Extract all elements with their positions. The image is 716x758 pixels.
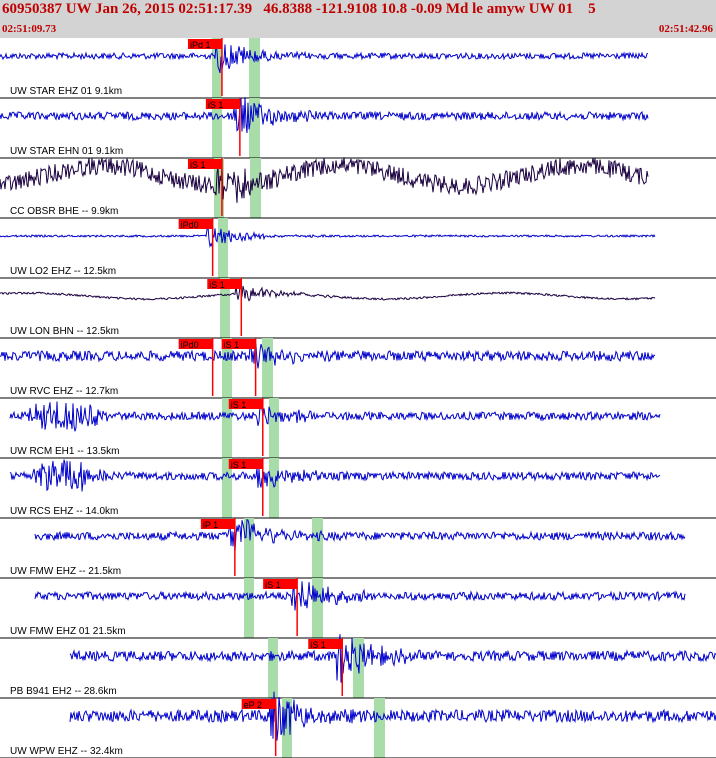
pick-window <box>250 158 261 218</box>
pick-window <box>218 218 228 278</box>
pick-window <box>269 398 279 458</box>
waveform-trace <box>0 43 649 74</box>
trace-label: UW RCS EHZ -- 14.0km <box>10 506 118 517</box>
trace-label: UW STAR EHZ 01 9.1km <box>10 86 122 97</box>
pick-window <box>244 518 254 578</box>
pick-label: iP 1 <box>203 520 218 530</box>
waveform-trace <box>0 97 649 133</box>
pick-window <box>312 578 323 638</box>
pick-window <box>220 278 230 338</box>
trace-label: UW LON BHN -- 12.5km <box>10 326 119 337</box>
pick-label: iS 1 <box>231 460 247 470</box>
pick-window <box>312 518 323 578</box>
pick-label-box <box>228 399 263 409</box>
pick-label-box <box>228 459 263 469</box>
pick-window <box>282 698 292 758</box>
pick-window <box>249 98 260 158</box>
pick-window <box>222 458 232 518</box>
waveform-trace <box>69 634 716 683</box>
pick-label: iS 1 <box>208 100 224 110</box>
waveform-trace <box>0 157 649 203</box>
pick-label: iPd0 <box>181 340 199 350</box>
trace-label: UW FMW EHZ -- 21.5km <box>10 566 121 577</box>
pick-window <box>222 398 232 458</box>
trace-label: UW RCM EH1 -- 13.5km <box>10 446 119 457</box>
pick-label-box <box>263 579 298 589</box>
pick-label-box <box>187 39 222 49</box>
trace-label: UW RVC EHZ -- 12.7km <box>10 386 118 397</box>
pick-label: iPd 1 <box>190 40 211 50</box>
pick-label: iS 1 <box>190 160 206 170</box>
trace-label: UW STAR EHN 01 9.1km <box>10 146 123 157</box>
pick-label: iPd0 <box>181 220 199 230</box>
waveform-trace <box>9 459 661 492</box>
pick-window <box>249 38 260 98</box>
pick-window <box>244 578 254 638</box>
waveform-trace <box>0 343 656 369</box>
start-time-label: 02:51:09.73 <box>2 23 57 35</box>
pick-label-box <box>178 219 213 229</box>
pick-label-box <box>241 699 276 709</box>
trace-label: UW FMW EHZ 01 21.5km <box>10 626 126 637</box>
end-time-label: 02:51:42.96 <box>658 23 713 35</box>
pick-label: iS 1 <box>231 400 247 410</box>
pick-label-box <box>178 339 213 349</box>
trace-label: UW LO2 EHZ -- 12.5km <box>10 266 116 277</box>
waveform-trace <box>9 401 661 432</box>
pick-window <box>212 98 222 158</box>
pick-label: eP 2 <box>244 700 262 710</box>
pick-label: iS 1 <box>224 340 240 350</box>
pick-window <box>269 458 279 518</box>
pick-label-box <box>207 279 242 289</box>
pick-label-box <box>187 159 222 169</box>
pick-label-box <box>200 519 235 529</box>
pick-window <box>374 698 385 758</box>
pick-window <box>212 38 222 98</box>
waveform-trace <box>0 226 656 249</box>
seismogram-panel: iPd 1 UW STAR EHZ 01 9.1km iS 1 UW STAR EHN… <box>0 38 716 758</box>
pick-window <box>268 638 278 698</box>
pick-window <box>262 338 273 398</box>
trace-label: UW WPW EHZ -- 32.4km <box>10 746 123 757</box>
pick-label: iS 1 <box>265 580 281 590</box>
waveform-trace <box>0 285 656 302</box>
pick-label: iS 1 <box>310 640 326 650</box>
waveform-trace <box>34 518 686 552</box>
pick-window <box>222 338 232 398</box>
event-title: 60950387 UW Jan 26, 2015 02:51:17.39 46.… <box>2 1 596 17</box>
pick-label-box <box>205 99 240 109</box>
waveform-trace <box>69 691 716 741</box>
trace-label: CC OBSR BHE -- 9.9km <box>10 206 118 217</box>
event-header: 60950387 UW Jan 26, 2015 02:51:17.39 46.… <box>0 0 716 38</box>
pick-label: iS 1 <box>209 280 225 290</box>
pick-label-box <box>221 339 256 349</box>
waveform-trace <box>34 581 686 611</box>
pick-label-box <box>308 639 343 649</box>
trace-label: PB B941 EH2 -- 28.6km <box>10 686 117 697</box>
